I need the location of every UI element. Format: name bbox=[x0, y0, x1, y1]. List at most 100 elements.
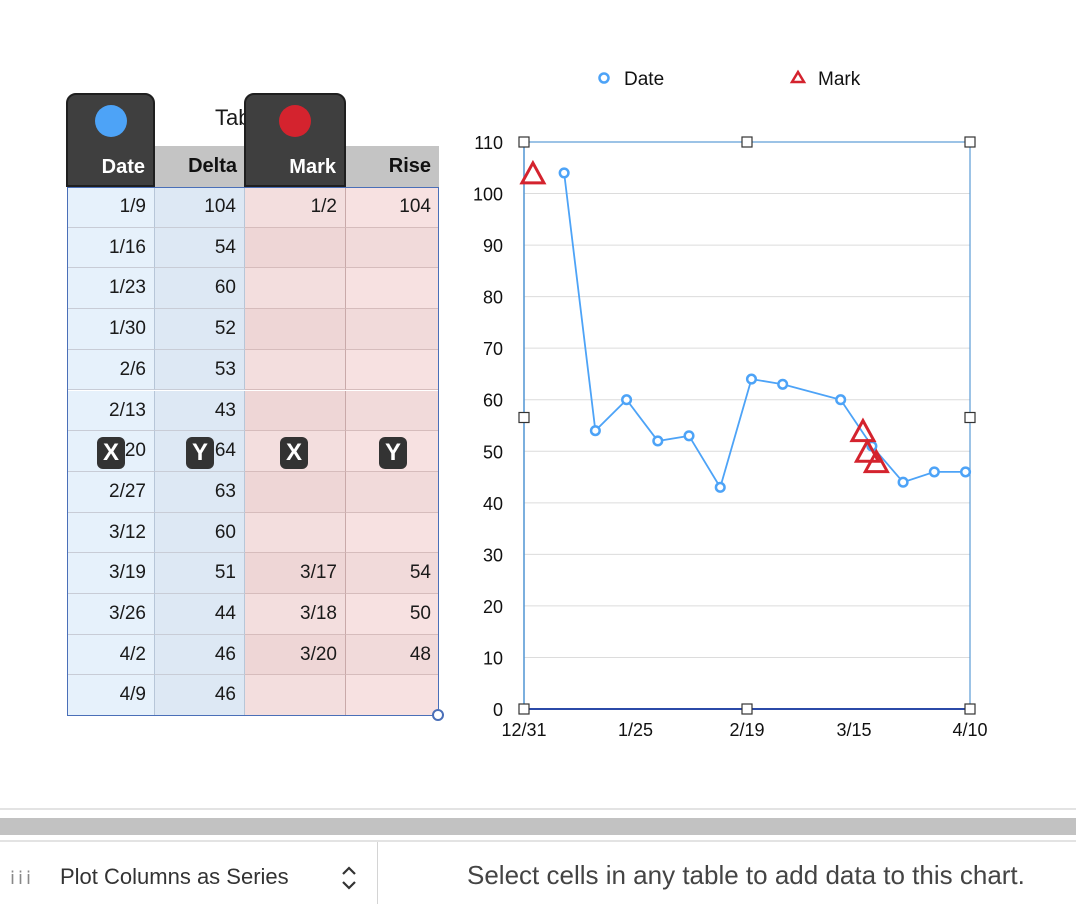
data-point-date[interactable] bbox=[621, 394, 633, 406]
scroll-track[interactable] bbox=[0, 818, 1076, 835]
y-axis-badge-rise[interactable]: Y bbox=[379, 437, 407, 469]
cell-delta[interactable]: 60 bbox=[155, 268, 245, 310]
cell-mark[interactable]: 3/20 bbox=[245, 634, 346, 676]
cell-date[interactable]: 4/9 bbox=[67, 675, 155, 717]
legend-label-date[interactable]: Date bbox=[624, 69, 664, 90]
data-point-date[interactable] bbox=[558, 167, 570, 179]
data-point-date[interactable] bbox=[897, 476, 909, 488]
data-point-date[interactable] bbox=[745, 373, 758, 385]
cell-rise[interactable]: 54 bbox=[346, 553, 439, 594]
selection-handle[interactable] bbox=[964, 136, 976, 148]
grip-icon[interactable]: ⅰⅰⅰ bbox=[10, 868, 35, 889]
cell-delta[interactable]: 44 bbox=[155, 594, 245, 635]
data-point-date[interactable] bbox=[777, 378, 789, 390]
cell-date[interactable]: 1/16 bbox=[67, 227, 155, 269]
cell-rise[interactable] bbox=[346, 309, 439, 350]
y-tick-label: 70 bbox=[483, 339, 503, 359]
cell-rise[interactable]: 50 bbox=[346, 594, 439, 635]
cell-delta[interactable]: 54 bbox=[155, 227, 245, 269]
data-point-mark[interactable] bbox=[519, 159, 547, 185]
x-tick-label: 1/25 bbox=[618, 720, 653, 740]
cell-mark[interactable]: 3/18 bbox=[245, 594, 346, 635]
series-tab-date[interactable]: Date bbox=[66, 93, 155, 187]
cell-rise[interactable] bbox=[346, 349, 439, 391]
chevron-updown-icon[interactable] bbox=[340, 862, 358, 894]
selection-handle[interactable] bbox=[518, 703, 530, 715]
cell-date[interactable]: 3/12 bbox=[67, 512, 155, 554]
data-point-date[interactable] bbox=[652, 435, 664, 447]
cell-mark[interactable] bbox=[245, 471, 346, 513]
cell-mark[interactable]: 3/17 bbox=[245, 553, 346, 594]
data-point-date[interactable] bbox=[714, 481, 726, 493]
y-tick-label: 30 bbox=[483, 545, 503, 565]
cell-rise[interactable]: 48 bbox=[346, 634, 439, 676]
data-point-date[interactable] bbox=[683, 430, 695, 442]
cell-delta[interactable]: 60 bbox=[155, 512, 245, 554]
divider bbox=[0, 840, 1076, 842]
cell-date[interactable]: 3/19 bbox=[67, 553, 155, 594]
x-tick-label: 2/19 bbox=[729, 720, 764, 740]
y-tick-label: 10 bbox=[483, 648, 503, 668]
cell-delta[interactable]: 63 bbox=[155, 471, 245, 513]
series-color-dot-blue[interactable] bbox=[94, 105, 127, 137]
cell-delta[interactable]: 46 bbox=[155, 634, 245, 676]
cell-date[interactable]: 1/9 bbox=[67, 187, 155, 228]
plot-area-frame[interactable] bbox=[523, 141, 971, 710]
x-axis-badge-date[interactable]: X bbox=[97, 437, 125, 469]
y-axis-badge-delta[interactable]: Y bbox=[186, 437, 214, 469]
cell-date[interactable]: 1/30 bbox=[67, 309, 155, 350]
divider bbox=[377, 842, 378, 904]
selection-handle[interactable] bbox=[741, 703, 753, 715]
header-delta[interactable]: Delta bbox=[155, 146, 245, 187]
scatter-chart[interactable]: 0 10 20 30 40 50 60 70 80 90 100 110 12/31 1/25 2/19 3/… bbox=[0, 0, 1076, 800]
selection-handle[interactable] bbox=[518, 411, 530, 424]
cell-mark[interactable] bbox=[245, 227, 346, 269]
cell-mark[interactable] bbox=[245, 309, 346, 350]
data-point-date[interactable] bbox=[959, 466, 972, 478]
selection-handle[interactable] bbox=[741, 136, 753, 148]
cell-rise[interactable] bbox=[346, 268, 439, 310]
cell-mark[interactable] bbox=[245, 390, 346, 432]
data-point-mark[interactable] bbox=[853, 438, 881, 463]
table-resize-handle[interactable] bbox=[432, 709, 444, 721]
series-color-dot-red[interactable] bbox=[279, 105, 311, 137]
cell-date[interactable]: 2/6 bbox=[67, 349, 155, 391]
header-rise[interactable]: Rise bbox=[346, 146, 439, 187]
cell-date[interactable]: 2/27 bbox=[67, 471, 155, 513]
selection-handle[interactable] bbox=[964, 411, 976, 424]
y-tick-label: 110 bbox=[474, 133, 503, 153]
cell-rise[interactable]: 104 bbox=[346, 187, 439, 228]
cell-delta[interactable]: 53 bbox=[155, 349, 245, 391]
cell-date[interactable]: 2/13 bbox=[67, 390, 155, 432]
data-point-date[interactable] bbox=[928, 466, 940, 478]
cell-rise[interactable] bbox=[346, 390, 439, 432]
cell-mark[interactable] bbox=[245, 268, 346, 310]
legend-label-mark[interactable]: Mark bbox=[818, 69, 861, 90]
plot-mode-select[interactable]: Plot Columns as Series bbox=[60, 864, 289, 889]
cell-rise[interactable] bbox=[346, 471, 439, 513]
y-tick-label: 80 bbox=[483, 288, 503, 308]
y-tick-label: 90 bbox=[483, 236, 503, 256]
cell-delta[interactable]: 51 bbox=[155, 553, 245, 594]
cell-date[interactable]: 4/2 bbox=[67, 634, 155, 676]
cell-delta[interactable]: 52 bbox=[155, 309, 245, 350]
cell-date[interactable]: 3/26 bbox=[67, 594, 155, 635]
cell-rise[interactable] bbox=[346, 227, 439, 269]
cell-delta[interactable]: 104 bbox=[155, 187, 245, 228]
selection-handle[interactable] bbox=[964, 703, 976, 715]
divider bbox=[0, 808, 1076, 810]
cell-date[interactable]: 1/23 bbox=[67, 268, 155, 310]
selection-handle[interactable] bbox=[518, 136, 530, 148]
y-tick-label: 20 bbox=[483, 597, 503, 617]
data-point-date[interactable] bbox=[835, 394, 847, 406]
cell-mark[interactable] bbox=[245, 349, 346, 391]
x-axis-badge-mark[interactable]: X bbox=[280, 437, 308, 469]
cell-mark[interactable] bbox=[245, 512, 346, 554]
data-point-date[interactable] bbox=[589, 425, 601, 437]
cell-rise[interactable] bbox=[346, 512, 439, 554]
cell-delta[interactable]: 43 bbox=[155, 390, 245, 432]
data-point-mark[interactable] bbox=[862, 448, 890, 474]
series-tab-mark[interactable]: Mark bbox=[244, 93, 346, 187]
cell-mark[interactable]: 1/2 bbox=[245, 187, 346, 228]
data-point-mark[interactable] bbox=[849, 417, 877, 443]
